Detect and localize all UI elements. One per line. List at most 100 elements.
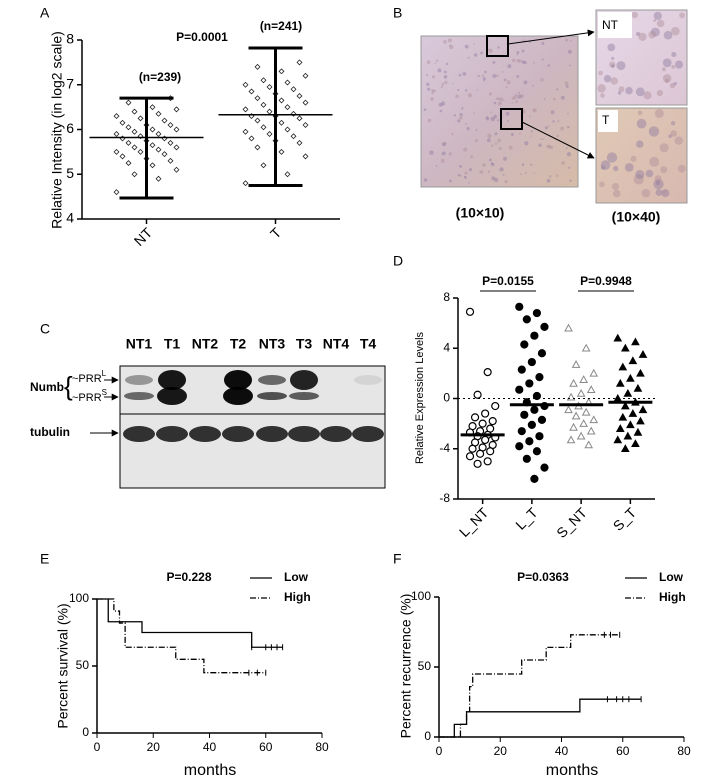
texture [625,86,633,95]
legend-label: High [284,590,311,604]
texture [670,130,678,137]
panel: E 0 20 40 60 80 months P=0.228 Low High 0 50 100Perc… [40,551,329,780]
texture [492,60,496,64]
dot [119,119,126,126]
dot [173,144,180,151]
texture [533,61,536,64]
legend-label: High [659,590,686,604]
texture [508,145,513,150]
dot [260,124,267,131]
texture [653,18,657,22]
texture [635,87,645,97]
texture [488,158,492,162]
dot [248,88,255,95]
texture [488,48,490,51]
dot [278,68,285,75]
texture [612,189,621,198]
lane-label: NT1 [126,336,153,352]
x-tick-label: 80 [315,740,329,754]
x-tick-label: S_NT [553,504,590,541]
inset-label-bg [598,12,632,38]
texture [443,75,448,79]
texture [501,71,504,73]
texture [599,181,605,188]
dot [242,81,249,88]
texture [504,179,508,184]
isoform-label: ~PRRL [72,369,107,385]
y-tick-label: 5 [66,165,74,181]
texture [603,74,612,83]
dot [473,390,482,399]
band [123,426,155,442]
dot [517,427,526,436]
dot [254,144,261,151]
dot [260,77,267,84]
texture [467,93,473,98]
chart-title: P=0.228 [166,570,211,584]
x-tick-label: 40 [203,740,217,754]
km-curve [439,634,620,738]
texture [635,31,641,37]
texture [516,53,519,56]
lane-label: T4 [360,336,377,352]
dot [530,405,539,414]
dot [149,142,156,149]
dot [137,148,144,155]
dot [491,401,500,411]
texture [523,80,528,85]
dot [302,122,309,128]
legend-label: Low [659,570,684,584]
texture [549,145,554,150]
texture [521,49,525,53]
texture [470,155,473,159]
texture [557,120,560,123]
texture [524,141,529,146]
dot [161,151,168,158]
texture [506,80,511,85]
texture [427,118,432,123]
texture [480,51,484,55]
texture [457,119,461,123]
texture [515,94,517,96]
dot [633,427,643,436]
texture [522,163,525,166]
isoform-label: ~PRRS [72,388,107,404]
isoform-name: ~PRR [72,392,102,404]
x-axis-label: months [546,762,598,779]
texture [659,143,669,153]
y-tick-label: 6 [66,120,74,136]
texture [556,134,560,138]
dot [131,144,138,151]
y-tick-label: -4 [439,441,450,455]
x-tick-label: 60 [259,740,273,754]
dot [628,409,638,417]
texture [487,170,490,173]
texture [677,164,686,173]
texture [511,102,514,104]
dot [296,59,303,66]
dot [483,457,492,466]
texture [655,189,663,197]
dot [636,368,645,377]
dot [284,171,291,178]
band [257,392,287,400]
texture [497,138,502,143]
dot [537,349,547,358]
dot [465,452,475,461]
dot [149,162,156,169]
dot [125,139,132,146]
dot [119,153,126,160]
zoom-box [486,35,509,57]
dot [638,405,648,414]
x-axis-label: months [184,762,236,779]
texture [439,109,443,113]
band [157,387,187,405]
texture [560,95,565,100]
dot [564,323,573,332]
dot [113,189,120,196]
texture [654,108,664,118]
texture [606,152,618,163]
texture [426,60,431,64]
texture [453,114,457,117]
texture [464,89,468,92]
